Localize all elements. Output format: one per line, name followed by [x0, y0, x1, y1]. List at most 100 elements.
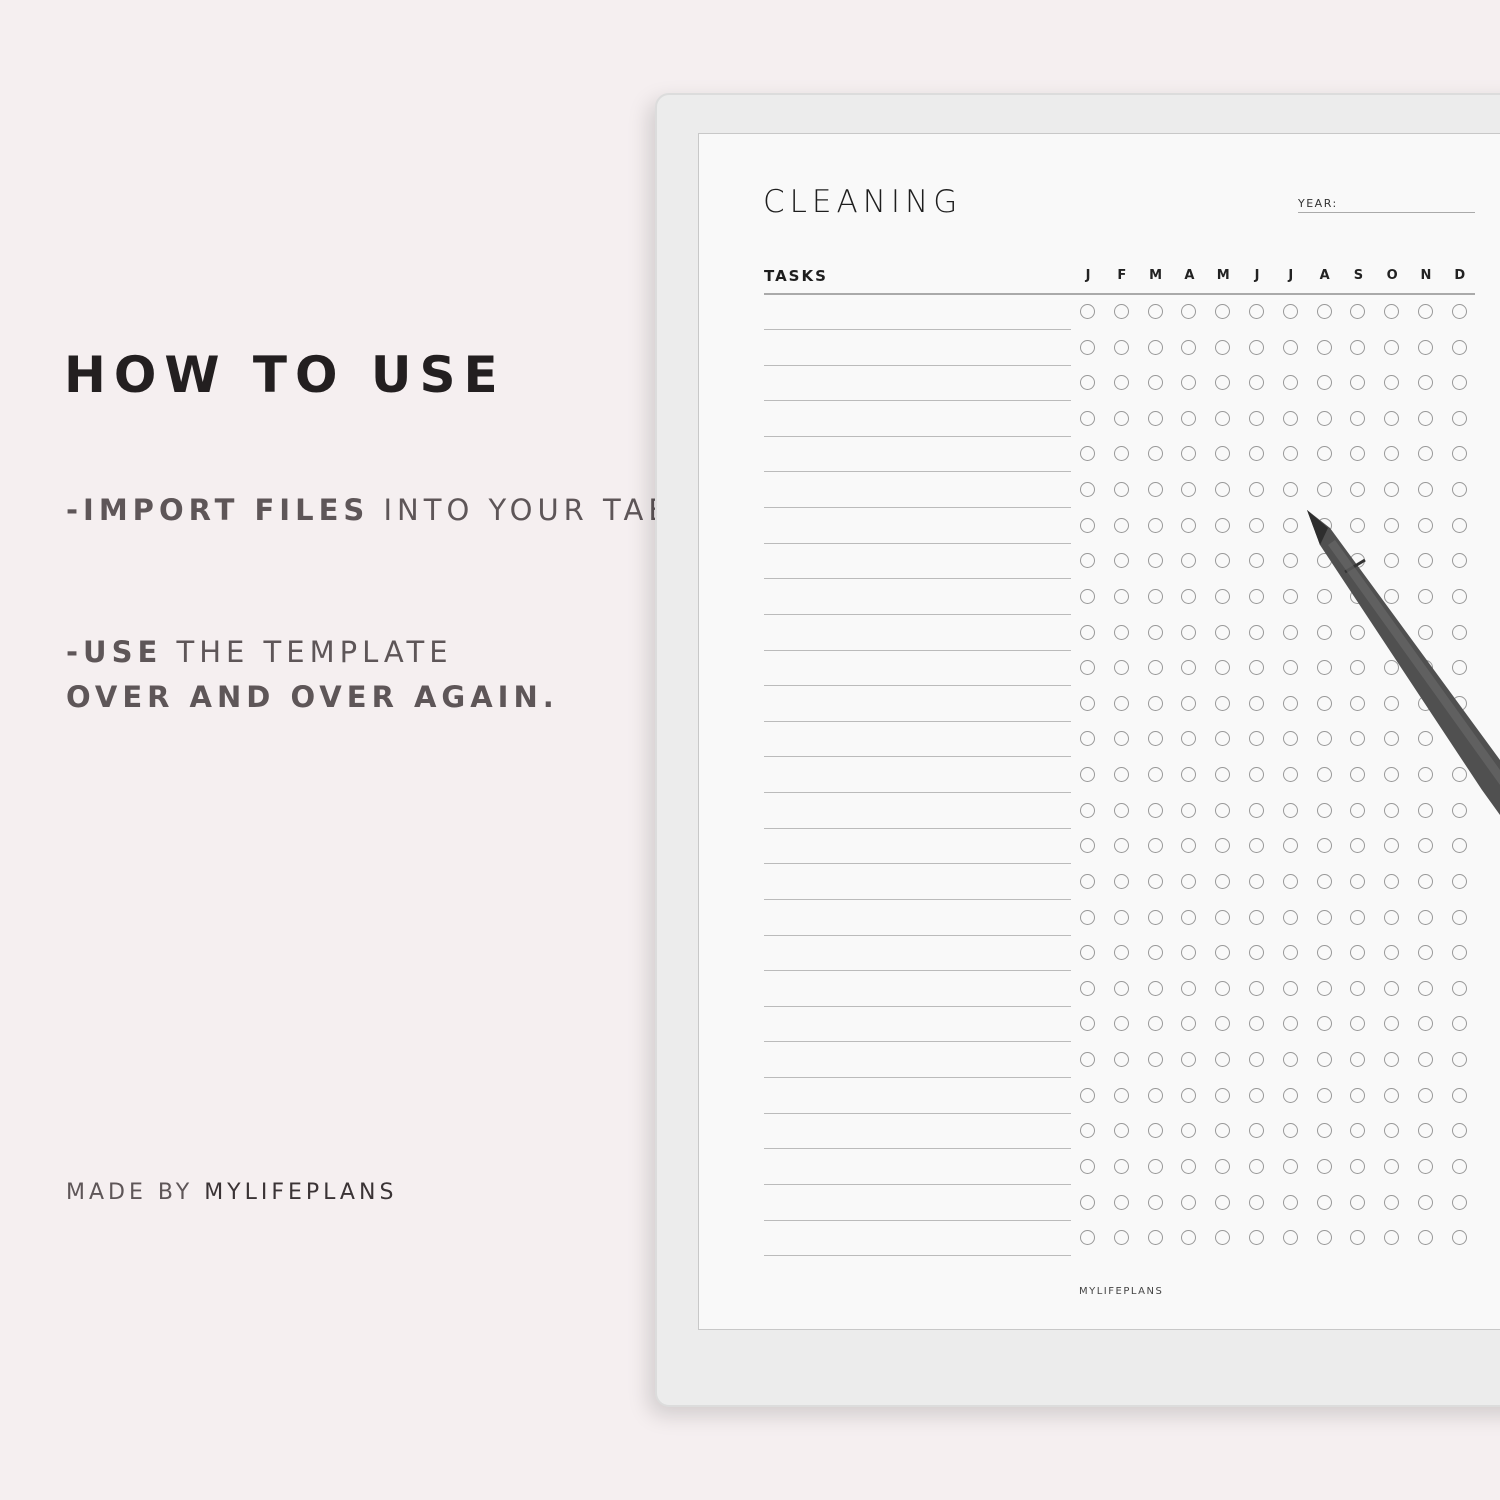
task-line[interactable]	[764, 435, 1071, 437]
checkbox-circle[interactable]	[1384, 517, 1400, 533]
checkbox-circle[interactable]	[1249, 553, 1264, 569]
checkbox-circle[interactable]	[1316, 945, 1332, 961]
checkbox-circle[interactable]	[1080, 375, 1095, 391]
checkbox-circle[interactable]	[1113, 802, 1129, 818]
task-line[interactable]	[764, 934, 1071, 936]
task-line[interactable]	[764, 1077, 1071, 1079]
checkbox-circle[interactable]	[1249, 909, 1264, 925]
checkbox-circle[interactable]	[1215, 517, 1231, 533]
checkbox-circle[interactable]	[1384, 873, 1400, 889]
checkbox-circle[interactable]	[1249, 1123, 1264, 1139]
checkbox-circle[interactable]	[1384, 767, 1400, 783]
checkbox-circle[interactable]	[1215, 873, 1231, 889]
checkbox-circle[interactable]	[1249, 1087, 1264, 1103]
task-line[interactable]	[764, 685, 1071, 687]
checkbox-circle[interactable]	[1080, 1087, 1095, 1103]
checkbox-circle[interactable]	[1147, 980, 1163, 996]
checkbox-circle[interactable]	[1384, 1016, 1400, 1032]
checkbox-circle[interactable]	[1181, 767, 1197, 783]
checkbox-circle[interactable]	[1249, 767, 1264, 783]
checkbox-circle[interactable]	[1249, 446, 1264, 462]
checkbox-circle[interactable]	[1181, 624, 1197, 640]
checkbox-circle[interactable]	[1215, 945, 1231, 961]
checkbox-circle[interactable]	[1451, 1087, 1467, 1103]
task-line[interactable]	[764, 827, 1071, 829]
checkbox-circle[interactable]	[1418, 410, 1433, 426]
checkbox-circle[interactable]	[1080, 1158, 1095, 1174]
checkbox-circle[interactable]	[1147, 660, 1163, 676]
checkbox-circle[interactable]	[1418, 1158, 1433, 1174]
checkbox-circle[interactable]	[1350, 980, 1366, 996]
checkbox-circle[interactable]	[1350, 802, 1366, 818]
task-line[interactable]	[764, 1255, 1071, 1257]
checkbox-circle[interactable]	[1418, 873, 1433, 889]
checkbox-circle[interactable]	[1451, 375, 1467, 391]
checkbox-circle[interactable]	[1282, 1052, 1298, 1068]
checkbox-circle[interactable]	[1181, 1194, 1197, 1210]
checkbox-circle[interactable]	[1451, 1230, 1467, 1246]
checkbox-circle[interactable]	[1080, 553, 1095, 569]
checkbox-circle[interactable]	[1350, 945, 1366, 961]
checkbox-circle[interactable]	[1181, 553, 1197, 569]
checkbox-circle[interactable]	[1451, 802, 1467, 818]
checkbox-circle[interactable]	[1451, 446, 1467, 462]
checkbox-circle[interactable]	[1384, 446, 1400, 462]
checkbox-circle[interactable]	[1384, 731, 1400, 747]
checkbox-circle[interactable]	[1316, 410, 1332, 426]
checkbox-circle[interactable]	[1350, 304, 1366, 319]
checkbox-circle[interactable]	[1113, 838, 1129, 854]
checkbox-circle[interactable]	[1451, 624, 1467, 640]
checkbox-circle[interactable]	[1181, 660, 1197, 676]
checkbox-circle[interactable]	[1418, 517, 1433, 533]
checkbox-circle[interactable]	[1451, 1052, 1467, 1068]
checkbox-circle[interactable]	[1080, 909, 1095, 925]
checkbox-circle[interactable]	[1350, 624, 1366, 640]
checkbox-circle[interactable]	[1282, 1194, 1298, 1210]
checkbox-circle[interactable]	[1249, 873, 1264, 889]
checkbox-circle[interactable]	[1215, 802, 1231, 818]
checkbox-circle[interactable]	[1418, 731, 1433, 747]
checkbox-circle[interactable]	[1350, 446, 1366, 462]
checkbox-circle[interactable]	[1451, 1016, 1467, 1032]
checkbox-circle[interactable]	[1418, 482, 1433, 498]
checkbox-circle[interactable]	[1350, 339, 1366, 355]
checkbox-circle[interactable]	[1282, 909, 1298, 925]
checkbox-circle[interactable]	[1080, 1230, 1095, 1246]
checkbox-circle[interactable]	[1451, 873, 1467, 889]
checkbox-circle[interactable]	[1384, 1052, 1400, 1068]
checkbox-circle[interactable]	[1282, 767, 1298, 783]
checkbox-circle[interactable]	[1113, 945, 1129, 961]
task-line[interactable]	[764, 364, 1071, 366]
checkbox-circle[interactable]	[1215, 339, 1231, 355]
checkbox-circle[interactable]	[1215, 1123, 1231, 1139]
checkbox-circle[interactable]	[1113, 980, 1129, 996]
checkbox-circle[interactable]	[1080, 1052, 1095, 1068]
checkbox-circle[interactable]	[1316, 873, 1332, 889]
checkbox-circle[interactable]	[1080, 731, 1095, 747]
checkbox-circle[interactable]	[1080, 517, 1095, 533]
checkbox-circle[interactable]	[1316, 304, 1332, 319]
task-line[interactable]	[764, 578, 1071, 580]
checkbox-circle[interactable]	[1316, 695, 1332, 711]
checkbox-circle[interactable]	[1080, 980, 1095, 996]
year-field[interactable]: YEAR:	[1298, 197, 1475, 213]
checkbox-circle[interactable]	[1215, 1016, 1231, 1032]
checkbox-circle[interactable]	[1080, 695, 1095, 711]
checkbox-circle[interactable]	[1249, 375, 1264, 391]
task-line[interactable]	[764, 1219, 1071, 1221]
checkbox-circle[interactable]	[1113, 1087, 1129, 1103]
checkbox-circle[interactable]	[1181, 909, 1197, 925]
checkbox-circle[interactable]	[1418, 945, 1433, 961]
checkbox-circle[interactable]	[1147, 482, 1163, 498]
checkbox-circle[interactable]	[1451, 588, 1467, 604]
checkbox-circle[interactable]	[1418, 553, 1433, 569]
checkbox-circle[interactable]	[1113, 375, 1129, 391]
checkbox-circle[interactable]	[1215, 304, 1231, 319]
checkbox-circle[interactable]	[1384, 980, 1400, 996]
task-line[interactable]	[764, 471, 1071, 473]
checkbox-circle[interactable]	[1113, 767, 1129, 783]
checkbox-circle[interactable]	[1451, 517, 1467, 533]
checkbox-circle[interactable]	[1249, 802, 1264, 818]
checkbox-circle[interactable]	[1181, 1016, 1197, 1032]
checkbox-circle[interactable]	[1451, 838, 1467, 854]
